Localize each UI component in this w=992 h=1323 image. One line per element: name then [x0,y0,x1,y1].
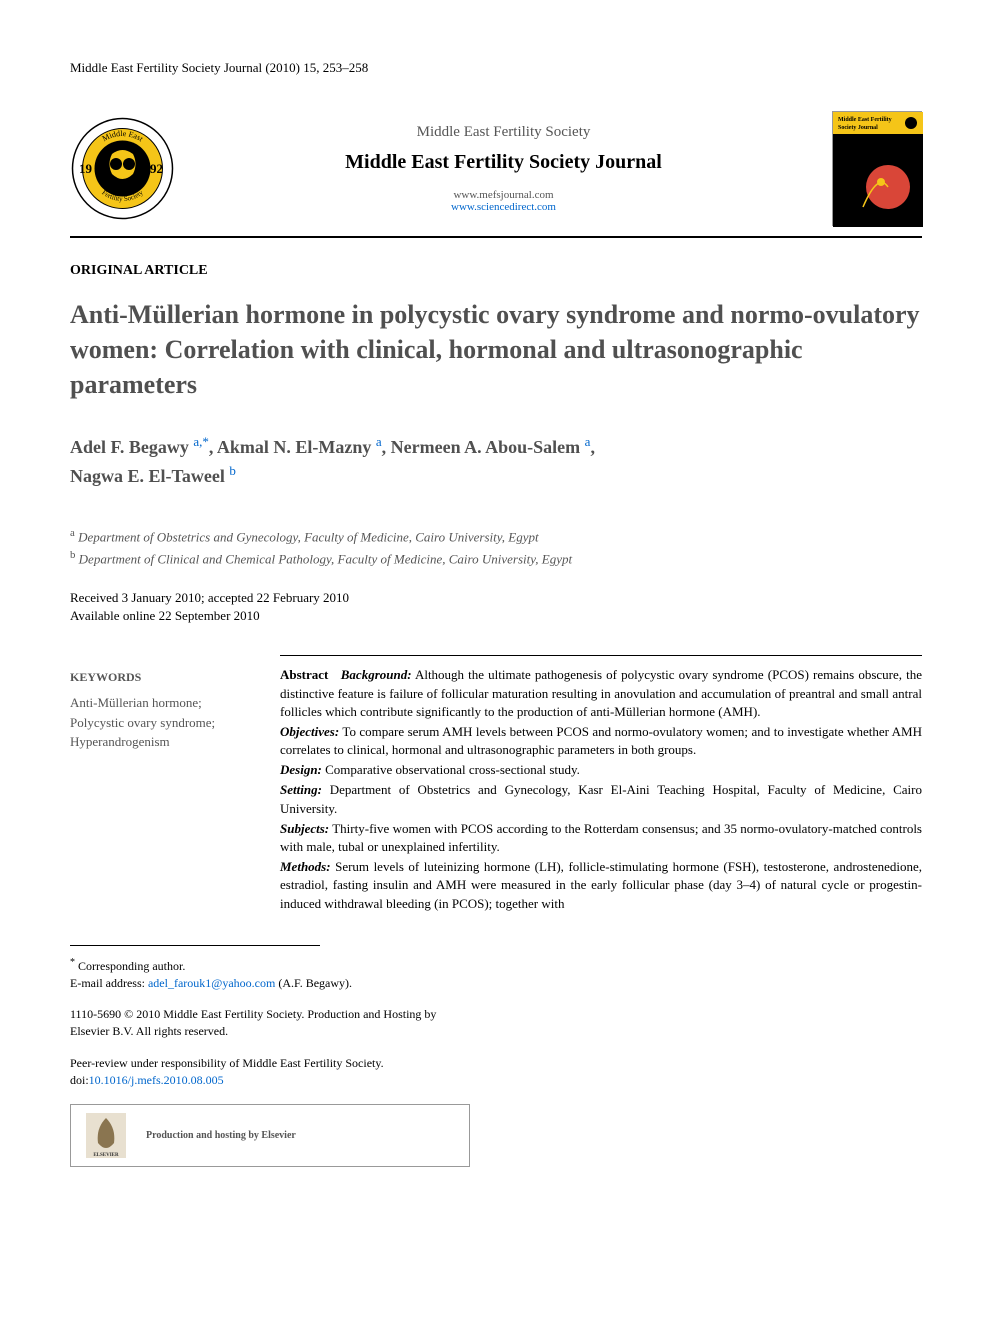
affiliation-b: b Department of Clinical and Chemical Pa… [70,547,922,569]
society-logo: 19 92 Middle East Fertility Society [70,116,175,221]
society-name: Middle East Fertility Society [195,124,812,141]
authors: Adel F. Begawy a,*, Akmal N. El-Mazny a,… [70,432,922,490]
masthead: 19 92 Middle East Fertility Society Midd… [70,96,922,238]
elsevier-text: Production and hosting by Elsevier [146,1130,296,1141]
logo-year-left: 19 [79,161,93,176]
abstract-setting: Setting: Department of Obstetrics and Gy… [280,781,922,817]
corresponding-email-link[interactable]: adel_farouk1@yahoo.com [148,976,275,990]
doi-link[interactable]: 10.1016/j.mefs.2010.08.005 [89,1073,224,1087]
svg-text:ELSEVIER: ELSEVIER [93,1153,119,1158]
keywords-box: KEYWORDS Anti-Müllerian hormone; Polycys… [70,655,250,914]
journal-name: Middle East Fertility Society Journal [195,151,812,174]
journal-url-1: www.mefsjournal.com [453,189,553,201]
keywords-heading: KEYWORDS [70,670,250,685]
abstract-objectives: Objectives: To compare serum AMH levels … [280,723,922,759]
received-date: Received 3 January 2010; accepted 22 Feb… [70,589,922,607]
abstract-content: Abstract Background: Although the ultima… [280,655,922,914]
logo-year-right: 92 [150,161,163,176]
online-date: Available online 22 September 2010 [70,607,922,625]
abstract-background: Abstract Background: Although the ultima… [280,666,922,721]
keywords-list: Anti-Müllerian hormone; Polycystic ovary… [70,693,250,752]
elsevier-box: ELSEVIER Production and hosting by Elsev… [70,1104,470,1167]
article-dates: Received 3 January 2010; accepted 22 Feb… [70,589,922,625]
copyright: 1110-5690 © 2010 Middle East Fertility S… [70,1006,470,1040]
elsevier-logo: ELSEVIER [86,1113,126,1158]
sciencedirect-link[interactable]: www.sciencedirect.com [451,201,556,213]
article-type: ORIGINAL ARTICLE [70,263,922,279]
abstract-methods: Methods: Serum levels of luteinizing hor… [280,858,922,913]
svg-text:Society Journal: Society Journal [838,125,878,131]
author-2: , Akmal N. El-Mazny [209,437,376,457]
comma: , [590,437,595,457]
abstract-block: KEYWORDS Anti-Müllerian hormone; Polycys… [70,655,922,914]
article-title: Anti-Müllerian hormone in polycystic ova… [70,297,922,402]
affiliations: a Department of Obstetrics and Gynecolog… [70,525,922,569]
abstract-subjects: Subjects: Thirty-five women with PCOS ac… [280,820,922,856]
corresponding-author: * Corresponding author. E-mail address: … [70,956,922,992]
author-1-affil[interactable]: a,* [193,434,209,449]
author-1: Adel F. Begawy [70,437,193,457]
masthead-center: Middle East Fertility Society Middle Eas… [175,124,832,213]
abstract-design: Design: Comparative observational cross-… [280,761,922,779]
svg-text:Middle East Fertility: Middle East Fertility [838,117,892,123]
author-3: , Nermeen A. Abou-Salem [382,437,585,457]
citation-header: Middle East Fertility Society Journal (2… [70,60,922,76]
footer-rule [70,945,320,946]
affiliation-a: a Department of Obstetrics and Gynecolog… [70,525,922,547]
journal-urls: www.mefsjournal.com www.sciencedirect.co… [195,189,812,213]
peer-review: Peer-review under responsibility of Midd… [70,1055,922,1089]
author-4-affil[interactable]: b [229,463,236,478]
journal-cover: Middle East Fertility Society Journal [832,111,922,226]
author-4: Nagwa E. El-Taweel [70,466,229,486]
